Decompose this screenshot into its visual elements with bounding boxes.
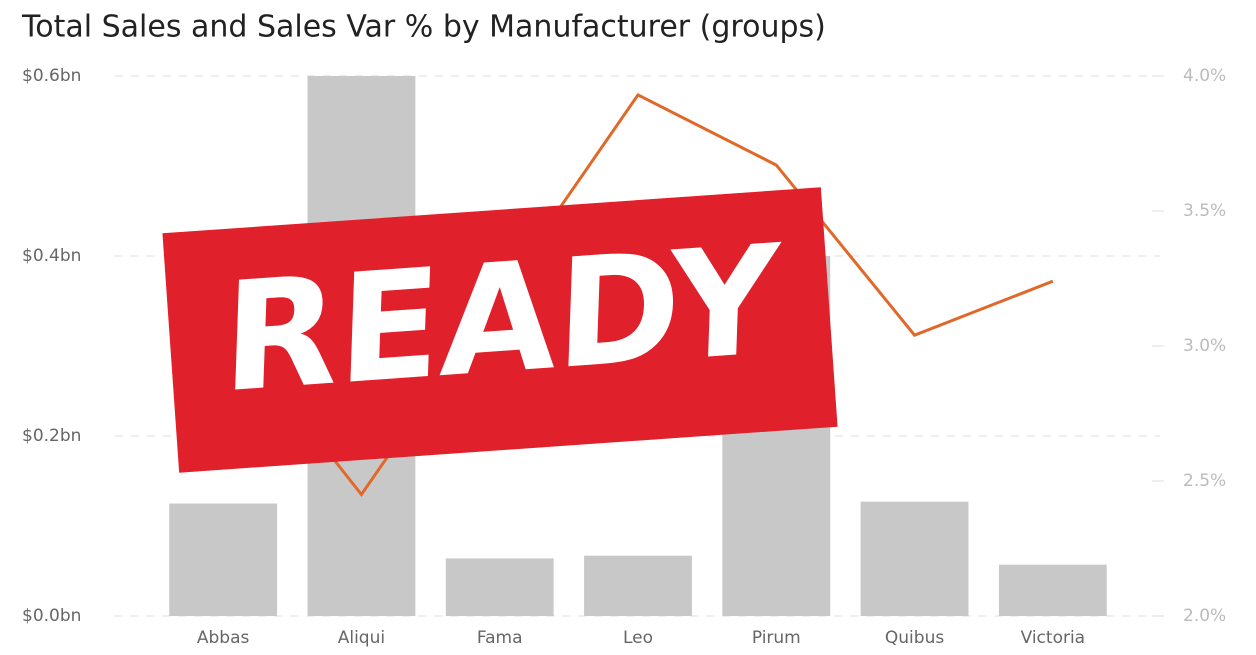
bar [861,502,969,616]
bar [169,504,277,617]
y-tick-label: $0.6bn [22,66,81,86]
x-tick-label: Victoria [1021,628,1086,648]
x-tick-label: Quibus [885,628,944,648]
bar [446,558,554,616]
y2-tick-label: 3.0% [1183,336,1226,356]
y2-tick-label: 2.5% [1183,471,1226,491]
stamp: READY [162,187,837,472]
y2-tick-label: 3.5% [1183,201,1226,221]
x-tick-label: Fama [477,628,523,648]
y-tick-label: $0.2bn [22,426,81,446]
y2-tick-label: 4.0% [1183,66,1226,86]
chart: Total Sales and Sales Var % by Manufactu… [0,0,1256,655]
y-tick-label: $0.4bn [22,246,81,266]
x-tick-label: Pirum [752,628,801,648]
y-tick-label: $0.0bn [22,606,81,626]
x-tick-label: Aliqui [338,628,385,648]
bar [999,565,1107,616]
chart-title: Total Sales and Sales Var % by Manufactu… [21,10,826,45]
x-tick-label: Abbas [197,628,250,648]
y2-tick-label: 2.0% [1183,606,1226,626]
x-tick-label: Leo [623,628,653,648]
bar [584,556,692,616]
